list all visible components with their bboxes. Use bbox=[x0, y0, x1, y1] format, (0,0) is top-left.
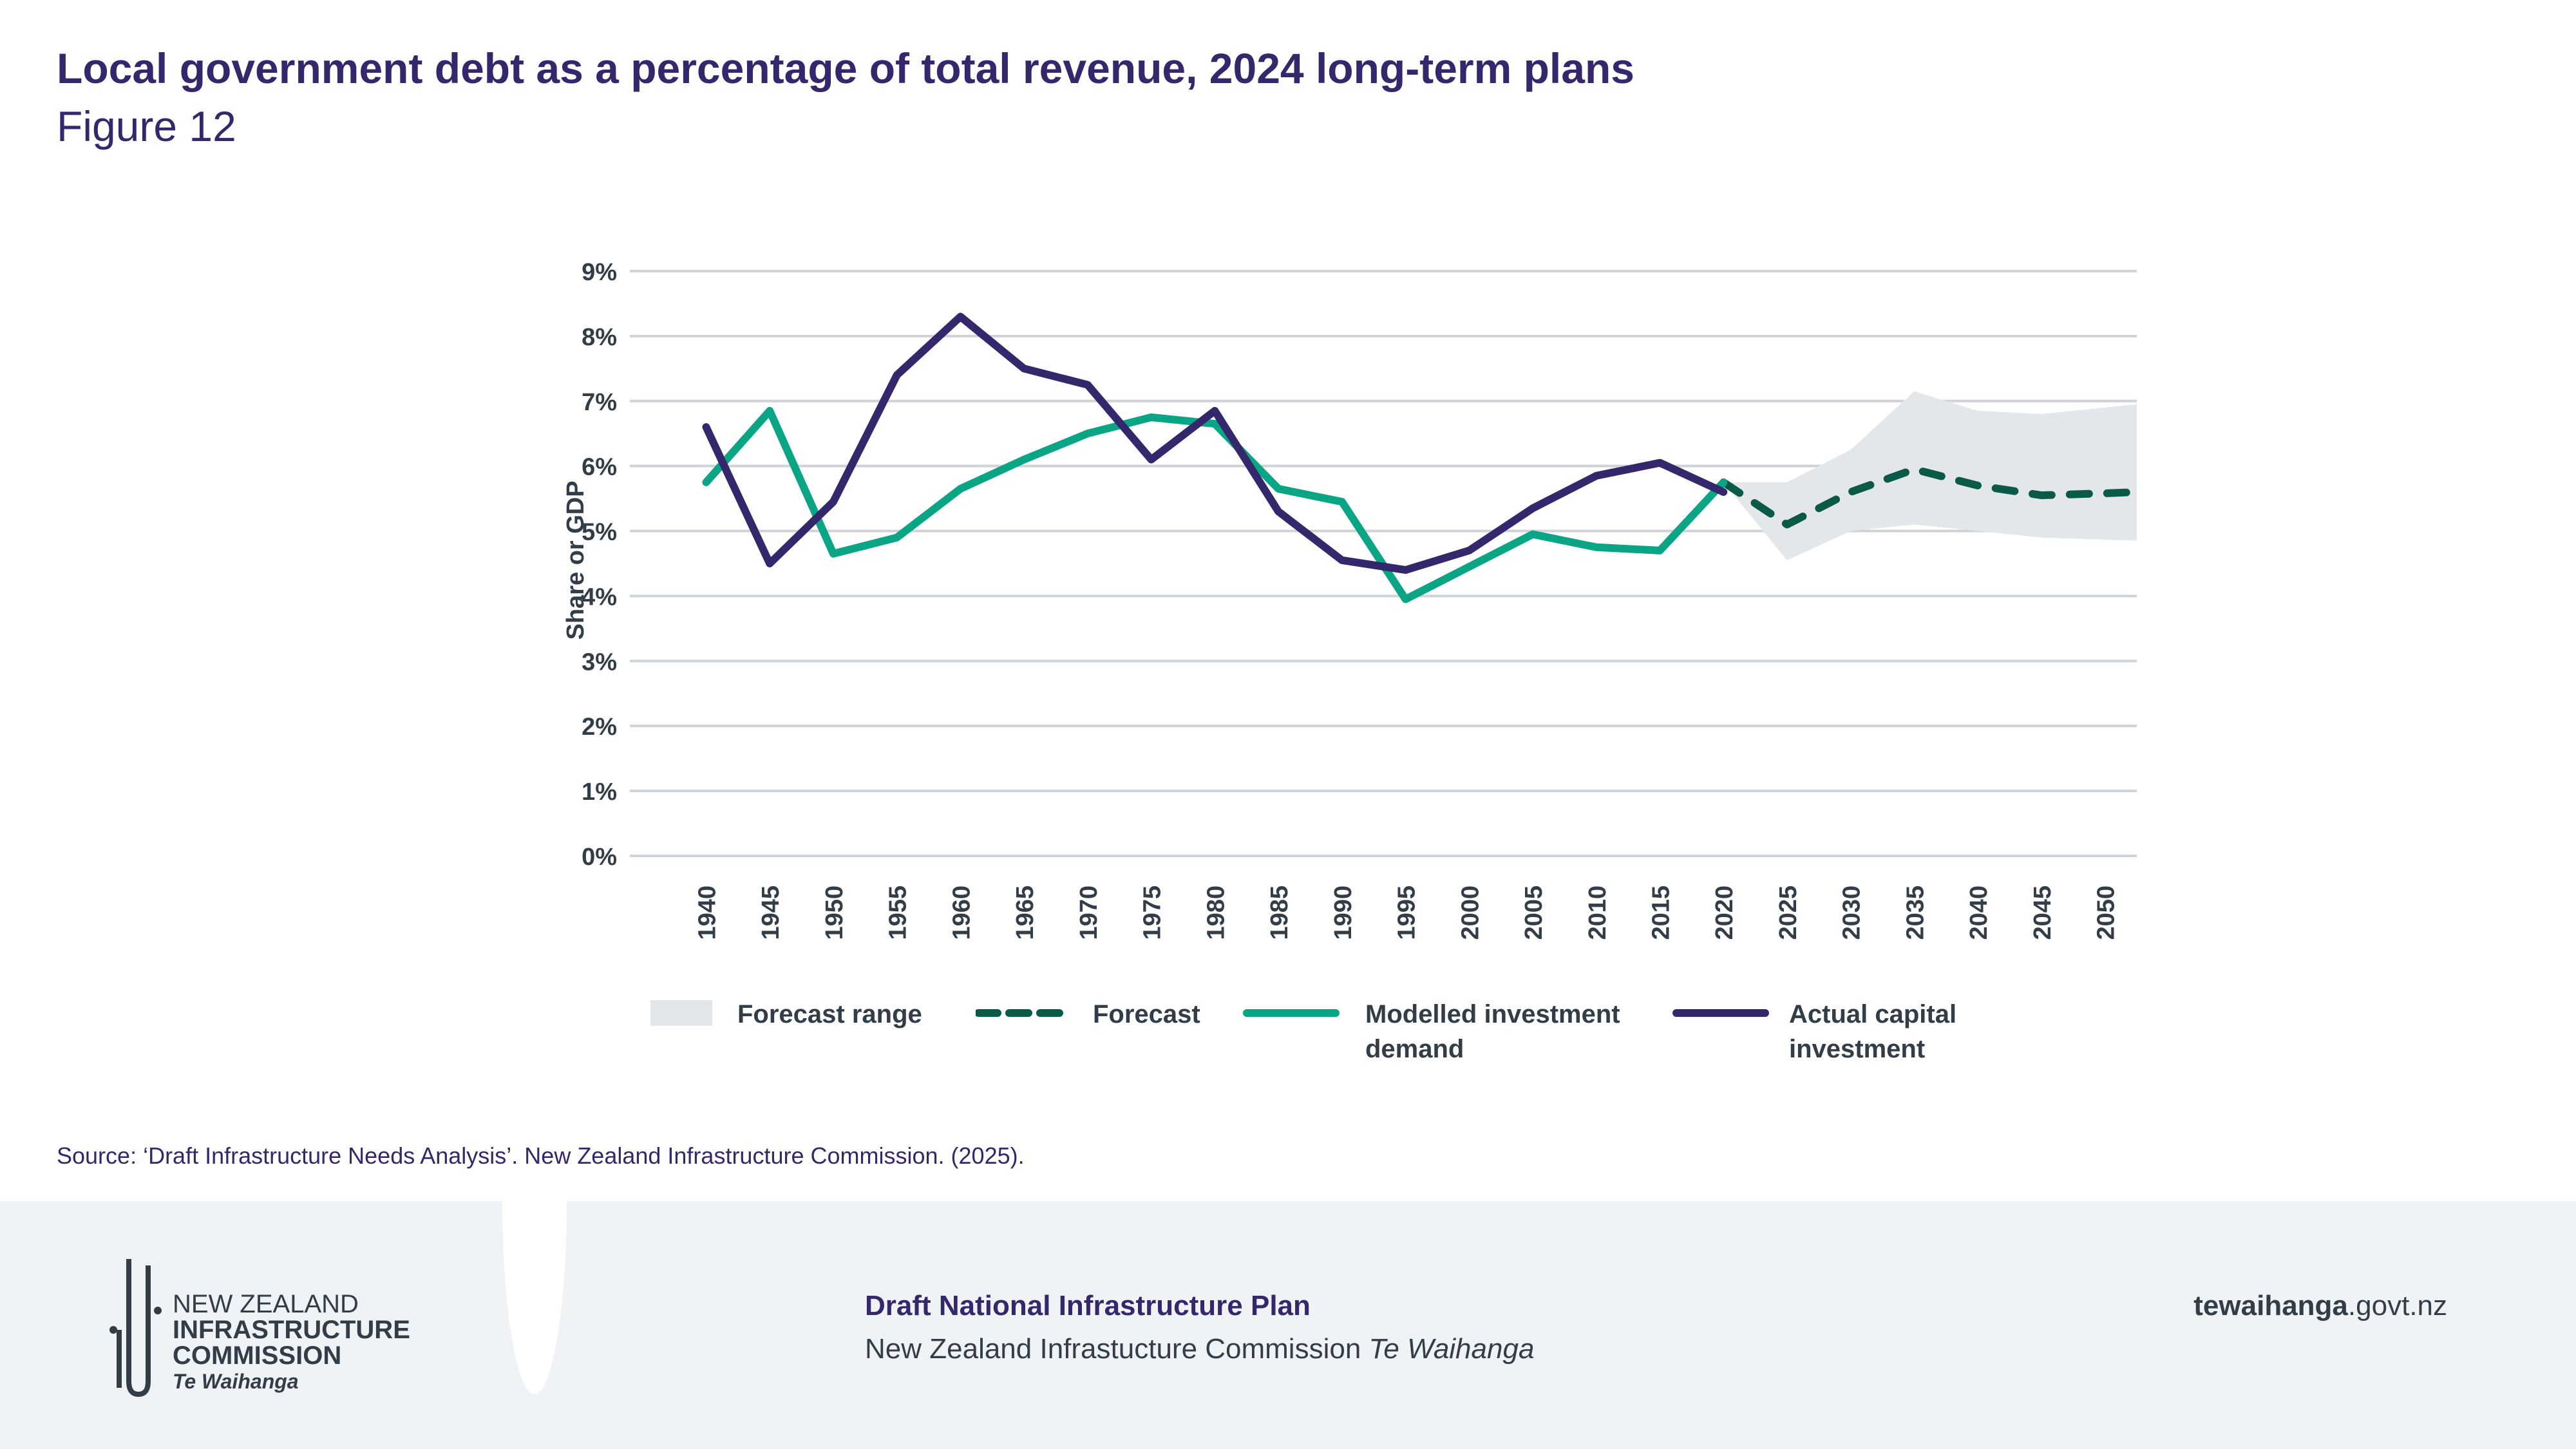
x-tick-label: 1990 bbox=[1330, 886, 1357, 940]
legend-label-forecast: Forecast bbox=[1093, 1000, 1200, 1028]
page-title: Local government debt as a percentage of… bbox=[57, 44, 1634, 92]
legend-swatch-forecast bbox=[976, 1009, 1072, 1017]
x-tick-label: 2030 bbox=[1839, 886, 1866, 940]
x-tick-label: 2035 bbox=[1902, 886, 1929, 940]
x-tick-label: 1950 bbox=[821, 886, 848, 940]
x-tick-label: 2005 bbox=[1520, 886, 1548, 940]
x-tick-label: 2050 bbox=[2093, 886, 2120, 940]
x-tick-label: 1945 bbox=[757, 886, 784, 940]
y-tick-label: 4% bbox=[582, 583, 617, 611]
source-note: Source: ‘Draft Infrastructure Needs Anal… bbox=[57, 1142, 1025, 1169]
forecast-line bbox=[1719, 465, 2141, 529]
x-tick-label: 2045 bbox=[2029, 886, 2056, 940]
y-tick-label: 1% bbox=[582, 779, 617, 806]
x-tick-label: 2025 bbox=[1775, 886, 1802, 940]
x-tick-label: 2020 bbox=[1711, 886, 1738, 940]
x-tick-label: 2015 bbox=[1647, 886, 1674, 940]
legend-swatch-forecast-range bbox=[650, 1000, 712, 1026]
y-tick-label: 8% bbox=[582, 324, 617, 351]
legend-label-actual: Actual capital investment bbox=[1789, 1000, 1957, 1063]
commission-logo-icon bbox=[109, 1259, 162, 1397]
x-tick-label: 1975 bbox=[1139, 886, 1166, 940]
y-tick-label: 5% bbox=[582, 519, 617, 546]
y-tick-label: 7% bbox=[582, 389, 617, 416]
y-tick-label: 0% bbox=[582, 844, 617, 871]
legend-label-forecast-range: Forecast range bbox=[737, 1000, 922, 1028]
x-tick-label: 1960 bbox=[948, 886, 975, 940]
x-tick-label: 1980 bbox=[1202, 886, 1229, 940]
x-tick-label: 2010 bbox=[1584, 886, 1611, 940]
legend-swatch-actual bbox=[1672, 1009, 1769, 1017]
y-tick-label: 9% bbox=[582, 259, 617, 286]
commission-logo-text: NEW ZEALAND INFRASTRUCTURE COMMISSION Te… bbox=[173, 1290, 410, 1393]
x-tick-label: 1955 bbox=[885, 886, 912, 940]
y-tick-label: 6% bbox=[582, 454, 617, 481]
org-name: New Zealand Infrastucture Commission Te … bbox=[865, 1333, 1535, 1365]
x-tick-label: 1995 bbox=[1394, 886, 1421, 940]
legend-swatch-modelled bbox=[1243, 1009, 1340, 1017]
y-tick-label: 3% bbox=[582, 649, 617, 676]
website-link[interactable]: tewaihanga.govt.nz bbox=[2193, 1290, 2447, 1321]
x-tick-label: 2040 bbox=[1965, 886, 1993, 940]
y-axis-label: Share or GDP bbox=[562, 480, 589, 639]
line-chart: 0% 1% 2% 3% 4% 5% 6% 7% 8% 9% 1940 1945 1950 1955 196… bbox=[562, 259, 2141, 940]
plan-title: Draft National Infrastructure Plan bbox=[865, 1290, 1311, 1321]
y-tick-label: 2% bbox=[582, 714, 617, 741]
x-tick-label: 1940 bbox=[694, 886, 721, 940]
x-tick-label: 1965 bbox=[1012, 886, 1039, 940]
legend-label-modelled: Modelled investment demand bbox=[1365, 1000, 1620, 1063]
modelled-investment-line bbox=[702, 406, 1728, 603]
x-tick-label: 1970 bbox=[1075, 886, 1103, 940]
x-tick-label: 2000 bbox=[1457, 886, 1484, 940]
x-tick-label: 1985 bbox=[1266, 886, 1293, 940]
figure-label: Figure 12 bbox=[57, 102, 236, 150]
footer bbox=[0, 1201, 2576, 1449]
